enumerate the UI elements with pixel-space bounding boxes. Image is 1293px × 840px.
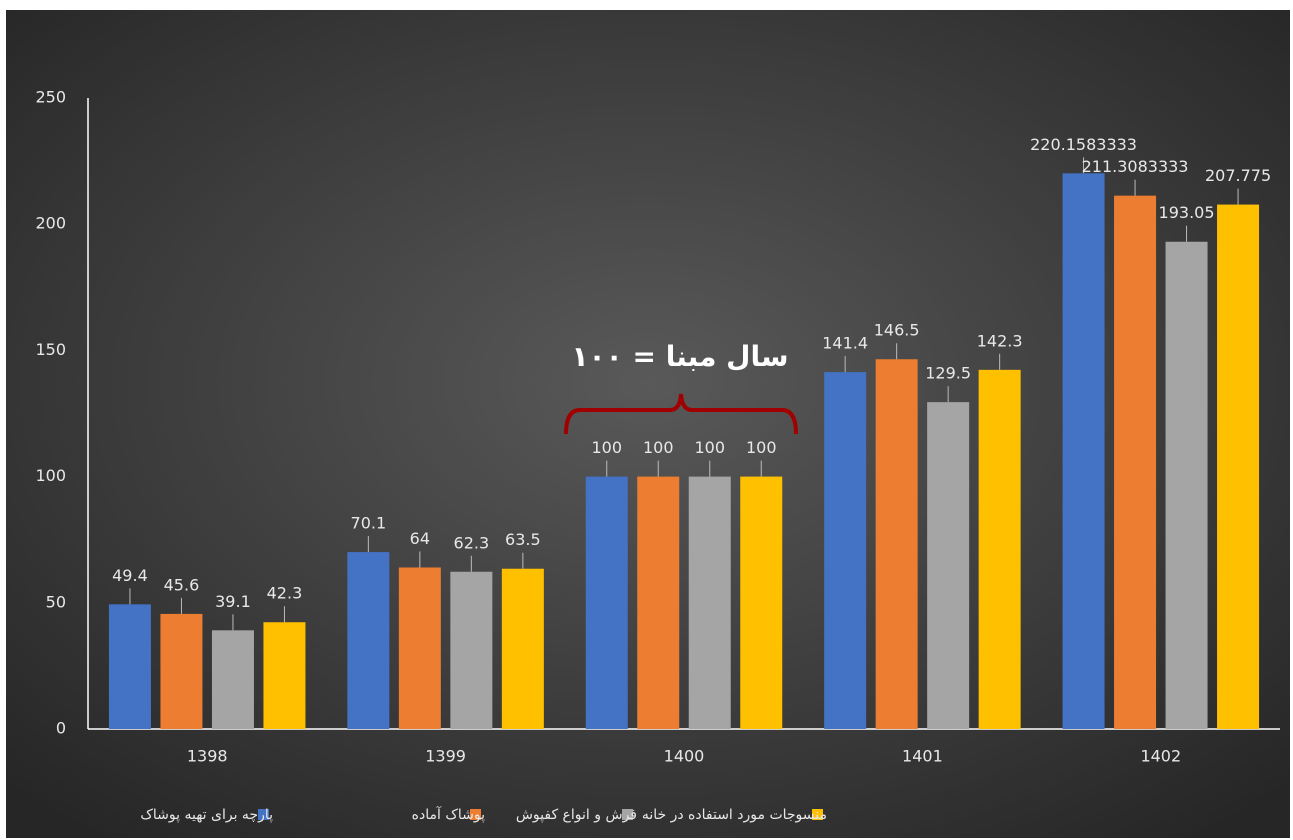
bar xyxy=(978,369,1021,729)
data-label: 141.4 xyxy=(822,334,868,353)
legend-swatch xyxy=(470,809,481,820)
data-label: 39.1 xyxy=(215,592,251,611)
data-label: 142.3 xyxy=(977,331,1023,350)
bar xyxy=(740,476,783,729)
x-tick-label: 1399 xyxy=(425,747,466,766)
bar xyxy=(1062,173,1105,729)
legend-label: فرش و انواع کفپوش xyxy=(516,807,637,823)
bar xyxy=(501,568,544,729)
data-label: 100 xyxy=(694,438,725,457)
bar xyxy=(637,476,680,729)
bar xyxy=(450,571,493,729)
y-tick-label: 50 xyxy=(46,592,66,611)
data-label: 193.05 xyxy=(1159,203,1215,222)
data-label: 45.6 xyxy=(164,575,200,594)
data-label: 129.5 xyxy=(925,364,971,383)
x-tick-label: 1400 xyxy=(664,747,705,766)
bar xyxy=(211,630,254,729)
data-label: 63.5 xyxy=(505,530,541,549)
bar xyxy=(347,552,390,729)
legend-swatch xyxy=(812,809,823,820)
annotation: سال مبنا = ۱۰۰ xyxy=(571,340,788,373)
legend-swatch xyxy=(258,809,269,820)
data-label: 207.775 xyxy=(1205,166,1271,185)
data-label: 100 xyxy=(591,438,622,457)
bar xyxy=(875,359,918,729)
bar xyxy=(1165,241,1208,729)
data-label: 146.5 xyxy=(874,321,920,340)
brace xyxy=(564,393,798,435)
legend-label: پارچه برای تهیه پوشاک xyxy=(140,807,273,823)
bar xyxy=(1114,195,1157,729)
x-tick-label: 1398 xyxy=(187,747,228,766)
bar xyxy=(1217,204,1260,729)
bar xyxy=(263,622,306,729)
bar xyxy=(398,567,441,729)
data-label: 62.3 xyxy=(454,533,490,552)
bar xyxy=(585,476,628,729)
bar xyxy=(927,402,970,729)
y-tick-label: 100 xyxy=(35,466,66,485)
x-tick-label: 1401 xyxy=(902,747,943,766)
y-tick-label: 200 xyxy=(35,214,66,233)
bar xyxy=(108,604,151,729)
x-tick-label: 1402 xyxy=(1140,747,1181,766)
legend-swatch xyxy=(622,809,633,820)
data-label: 42.3 xyxy=(267,584,303,603)
legend-label: منسوجات مورد استفاده در خانه xyxy=(642,807,827,823)
data-label: 220.1583333 xyxy=(1030,135,1137,154)
data-label: 100 xyxy=(643,438,674,457)
bar xyxy=(824,372,867,729)
y-tick-label: 0 xyxy=(56,719,66,738)
bar xyxy=(160,613,203,729)
data-label: 70.1 xyxy=(351,514,387,533)
legend-label: پوشاک آماده xyxy=(412,806,485,823)
y-tick-label: 250 xyxy=(35,88,66,107)
data-label: 49.4 xyxy=(112,566,148,585)
bar xyxy=(688,476,731,729)
data-label: 64 xyxy=(410,529,430,548)
y-tick-label: 150 xyxy=(35,340,66,359)
data-label: 100 xyxy=(746,438,777,457)
data-label: 211.3083333 xyxy=(1082,157,1189,176)
